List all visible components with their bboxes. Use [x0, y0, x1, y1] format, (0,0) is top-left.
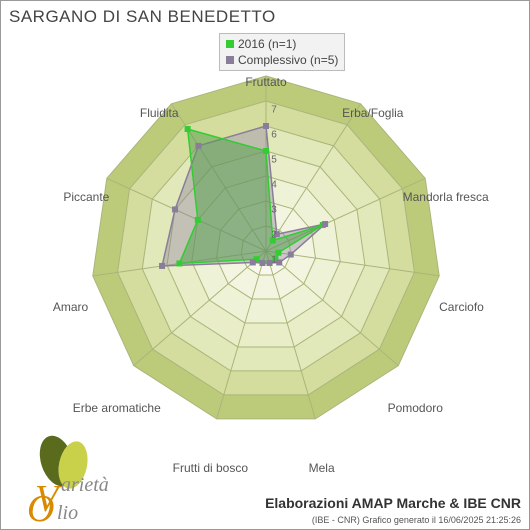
radar-chart: 1 2 3 4 5 6 7 Fruttato Erba/Foglia Mandorla fresc… — [1, 29, 530, 459]
logo-text-top: arietà — [61, 474, 109, 496]
tick-label: 5 — [271, 155, 277, 166]
axis-label: Erbe aromatiche — [73, 401, 161, 415]
legend-label-1: Complessivo (n=5) — [238, 52, 338, 68]
legend-item-1: Complessivo (n=5) — [226, 52, 338, 68]
page-title: SARGANO DI SAN BENEDETTO — [9, 7, 276, 27]
legend-item-0: 2016 (n=1) — [226, 36, 338, 52]
subcredits: (IBE - CNR) Grafico generato il 16/06/20… — [312, 515, 521, 525]
axis-label: Erba/Foglia — [342, 106, 403, 120]
tick-label: 6 — [271, 130, 277, 141]
legend: 2016 (n=1) Complessivo (n=5) — [219, 33, 345, 71]
axis-label: Pomodoro — [388, 401, 443, 415]
tick-label: 3 — [271, 205, 277, 216]
tick-label: 2 — [271, 230, 277, 241]
legend-marker-1 — [226, 56, 234, 64]
credits: Elaborazioni AMAP Marche & IBE CNR — [265, 495, 521, 511]
tick-label: 4 — [271, 180, 277, 191]
axis-label: Amaro — [53, 300, 88, 314]
legend-marker-0 — [226, 40, 234, 48]
logo-svg: V arietà O lio — [7, 433, 157, 523]
axis-label: Fluidita — [140, 106, 179, 120]
radar-svg — [1, 29, 530, 459]
svg-text:O: O — [27, 488, 54, 523]
axis-label: Frutti di bosco — [173, 461, 248, 475]
axis-label: Carciofo — [439, 300, 484, 314]
axis-label: Piccante — [63, 190, 109, 204]
logo: V arietà O lio — [7, 433, 157, 523]
legend-label-0: 2016 (n=1) — [238, 36, 296, 52]
axis-label: Mandorla fresca — [403, 190, 489, 204]
logo-text-bottom: lio — [57, 502, 78, 523]
axis-label: Fruttato — [245, 75, 286, 89]
tick-label: 1 — [271, 255, 277, 266]
axis-label: Mela — [309, 461, 335, 475]
tick-label: 7 — [271, 105, 277, 116]
